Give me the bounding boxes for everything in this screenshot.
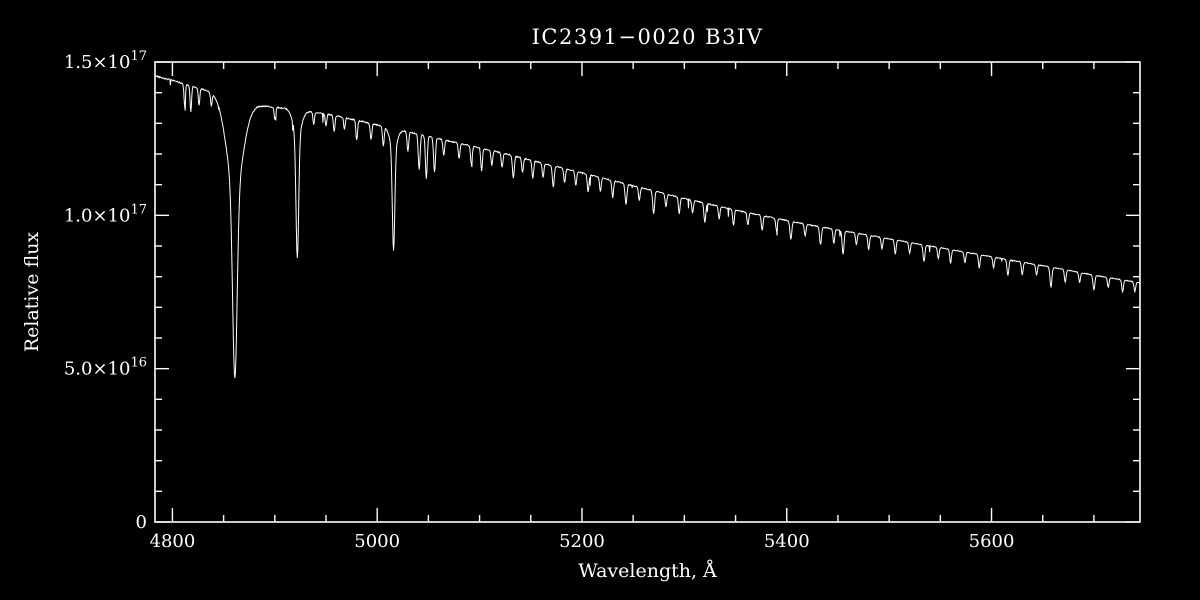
x-axis-label: Wavelength, Å xyxy=(578,560,717,582)
y-tick-label: 1.5×1017 xyxy=(64,49,147,73)
y-axis-label: Relative flux xyxy=(21,232,43,353)
y-tick-label: 5.0×1016 xyxy=(64,356,147,380)
axis-ticks xyxy=(155,61,1140,523)
chart-title: IC2391−0020 B3IV xyxy=(532,25,764,49)
x-tick-label: 5000 xyxy=(354,531,400,552)
y-tick-label: 0 xyxy=(136,512,147,533)
spectrum-line xyxy=(154,74,1141,379)
x-tick-label: 5600 xyxy=(969,531,1015,552)
x-tick-label: 5200 xyxy=(559,531,605,552)
y-tick-label: 1.0×1017 xyxy=(64,202,147,226)
axes-frame xyxy=(154,61,1141,523)
x-tick-label: 5400 xyxy=(764,531,810,552)
x-tick-label: 4800 xyxy=(150,531,196,552)
